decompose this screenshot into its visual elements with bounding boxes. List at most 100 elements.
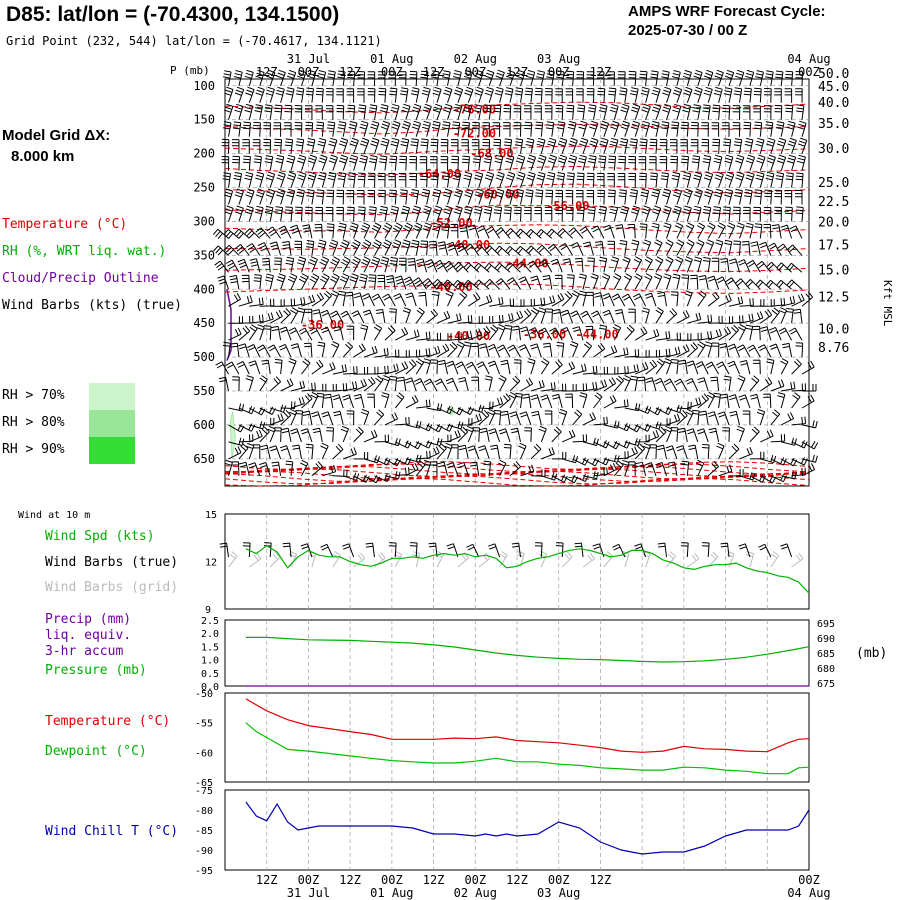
profile-wind-barb (367, 88, 376, 103)
profile-wind-barb (513, 206, 522, 222)
profile-wind-barb (238, 443, 249, 460)
profile-wind-barb (433, 205, 443, 222)
profile-wind-barb (487, 408, 496, 426)
bottom-hour-label: 12Z (590, 873, 612, 887)
profile-wind-barb (623, 273, 633, 290)
profile-wind-barb (478, 409, 490, 426)
profile-wind-barb (732, 105, 741, 120)
profile-wind-barb (336, 88, 344, 103)
profile-wind-barb (254, 104, 263, 120)
wind-tick-label: 12 (205, 558, 217, 569)
profile-wind-barb (249, 258, 261, 273)
profile-wind-barb (618, 189, 627, 205)
top-hour-label: 12Z (423, 65, 445, 79)
profile-wind-barb (791, 293, 805, 307)
profile-wind-barb (457, 290, 468, 307)
profile-wind-barb (353, 292, 365, 307)
profile-wind-barb (326, 121, 336, 137)
profile-wind-barb (544, 105, 553, 120)
profile-wind-barb (579, 392, 588, 409)
profile-wind-barb (738, 394, 751, 409)
temperature-contour-label: -56.00 (546, 199, 589, 213)
profile-wind-barb (551, 474, 568, 483)
profile-wind-barb (360, 324, 369, 341)
profile-wind-barb (705, 239, 715, 256)
profile-wind-barb (763, 223, 772, 239)
profile-wind-barb (755, 70, 764, 86)
profile-wind-barb (718, 326, 732, 341)
profile-wind-barb (476, 225, 490, 239)
profile-wind-barb (769, 343, 782, 358)
bottom-hour-label: 12Z (339, 873, 361, 887)
profile-wind-barb (620, 103, 630, 120)
profile-wind-barb (580, 310, 594, 324)
model-grid-value: 8.000 km (11, 148, 75, 165)
profile-wind-barb (286, 171, 297, 188)
profile-wind-barb (562, 258, 574, 273)
profile-wind-barb (776, 279, 792, 290)
profile-wind-barb (628, 461, 636, 476)
profile-wind-barb (670, 359, 679, 375)
profile-wind-barb (270, 299, 285, 307)
profile-wind-barb (467, 224, 480, 239)
profile-wind-barb (441, 172, 450, 188)
profile-wind-barb (399, 155, 407, 171)
profile-wind-barb (495, 227, 511, 239)
height-tick-label: 50.0 (818, 67, 849, 82)
profile-wind-barb (536, 171, 546, 188)
profile-wind-barb (418, 291, 428, 307)
forecast-cycle-label: AMPS WRF Forecast Cycle: (628, 3, 826, 20)
profile-wind-barb (745, 154, 756, 171)
profile-wind-barb (644, 256, 653, 273)
profile-wind-barb (538, 327, 553, 341)
profile-wind-barb (747, 344, 761, 358)
profile-wind-barb (471, 139, 480, 154)
profile-wind-barb (520, 298, 535, 307)
profile-wind-barb (478, 326, 491, 341)
top-hour-label: 00Z (381, 65, 403, 79)
profile-wind-barb (635, 461, 647, 476)
profile-wind-barb (597, 189, 605, 205)
profile-wind-barb (527, 358, 536, 375)
profile-wind-barb (493, 409, 502, 425)
temperature-contour (224, 183, 810, 196)
profile-wind-barb (528, 327, 542, 341)
profile-wind-barb (566, 70, 575, 86)
profile-wind-barb (728, 258, 740, 273)
profile-wind-barb (374, 457, 391, 466)
profile-wind-barb (541, 447, 555, 460)
surface-grid-barb (791, 552, 804, 568)
profile-wind-barb (424, 259, 438, 273)
profile-wind-barb (405, 462, 419, 477)
profile-wind-barb (232, 121, 242, 137)
profile-wind-barb (505, 228, 521, 239)
profile-wind-barb (662, 86, 672, 103)
profile-wind-barb (463, 69, 473, 86)
profile-wind-barb (785, 172, 794, 188)
profile-wind-barb (603, 394, 617, 409)
profile-wind-barb (622, 374, 632, 392)
profile-wind-barb (530, 275, 542, 290)
pressure-tick-label: 150 (193, 113, 215, 127)
profile-wind-barb (561, 361, 576, 375)
profile-wind-barb (244, 205, 254, 222)
profile-wind-barb (222, 121, 232, 137)
profile-wind-barb (498, 374, 507, 392)
profile-wind-barb (215, 361, 229, 375)
profile-wind-barb (763, 105, 772, 120)
profile-wind-barb (525, 189, 534, 205)
profile-wind-barb (613, 460, 624, 477)
profile-wind-barb (254, 205, 264, 222)
profile-wind-barb (756, 409, 766, 426)
profile-wind-barb (472, 155, 482, 171)
profile-wind-barb (332, 383, 348, 392)
profile-wind-barb (430, 359, 438, 375)
profile-wind-barb (780, 224, 793, 239)
profile-wind-barb (610, 120, 620, 137)
profile-wind-barb (495, 278, 511, 290)
profile-wind-barb (430, 156, 438, 171)
profile-wind-barb (504, 87, 514, 103)
profile-wind-barb (264, 205, 274, 222)
profile-wind-barb (774, 189, 783, 205)
profile-wind-barb (530, 394, 542, 409)
